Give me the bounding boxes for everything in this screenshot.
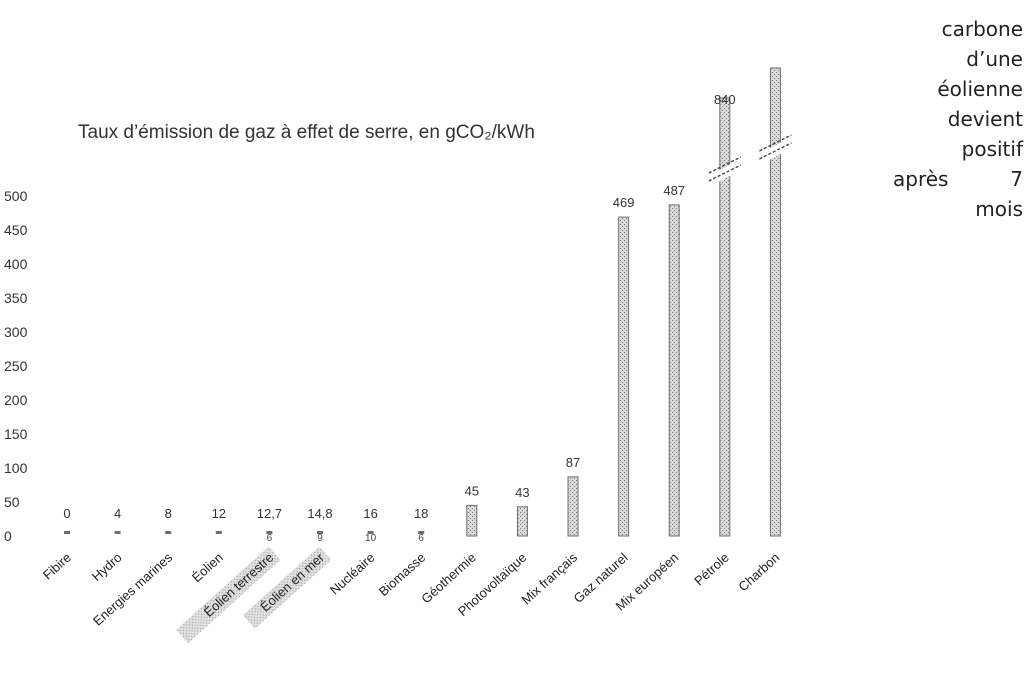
y-tick-label: 50 [4, 494, 20, 510]
side-line-3: éolienne [937, 77, 1023, 101]
side-line-7: mois [975, 197, 1023, 221]
bar-charbon [769, 67, 781, 537]
x-tick-eolien: Éolien [189, 550, 226, 585]
x-tick-label: Mix français [518, 549, 580, 607]
x-tick-label: Nucléaire [327, 550, 378, 598]
value-label-biomasse: 18 [414, 506, 428, 521]
axis-break-line [708, 164, 742, 182]
x-tick-highlight [242, 546, 332, 629]
value-label-eolien-en-mer: 14,8 [307, 506, 332, 521]
bar-geothermie [466, 504, 478, 537]
y-tick-label: 150 [4, 426, 28, 442]
value-label-photovoltaique: 43 [515, 485, 529, 500]
y-tick-label: 100 [4, 460, 28, 476]
x-tick-label: Pétrole [691, 550, 732, 589]
value-labels: 0 4 8 12 12,7 6 14,8 9 16 10 18 6 45 43 87 469 487 840 [63, 92, 735, 544]
x-tick-biomasse: Biomasse [376, 550, 428, 599]
bars [64, 67, 792, 537]
bar-biomasse [418, 531, 425, 534]
axis-break-line [708, 156, 742, 174]
bar-nucleaire [367, 531, 374, 534]
value-label-petrole: 840 [714, 92, 736, 107]
bar-energies-marines [165, 531, 172, 534]
bar-eolien-terrestre [266, 531, 273, 534]
x-tick-label: Éolien [189, 550, 226, 585]
x-tick-fibire: Fibire [40, 550, 74, 583]
chart: Taux d’émission de gaz à effet de serre,… [4, 67, 792, 644]
bar-mix-francais [567, 476, 579, 537]
y-tick-label: 500 [4, 188, 28, 204]
x-tick-label: Charbon [735, 550, 782, 595]
axis-break-line [759, 134, 792, 152]
y-tick-label: 350 [4, 290, 28, 306]
bar-petrole [719, 97, 731, 537]
y-tick-label: 300 [4, 324, 28, 340]
x-tick-mix-francais: Mix français [518, 549, 580, 607]
secondary-label-biomasse: 6 [418, 533, 424, 544]
side-line-6: après 7 [893, 164, 1023, 194]
x-tick-nucleaire: Nucléaire [327, 550, 378, 598]
x-tick-eolien-terrestre: Éolien terrestre [175, 546, 281, 644]
secondary-label-nucleaire: 10 [365, 533, 377, 544]
x-tick-charbon: Charbon [735, 550, 782, 595]
side-line-5: positif [961, 137, 1023, 161]
side-text: carbone d’une éolienne devient positif a… [893, 14, 1023, 224]
y-tick-label: 400 [4, 256, 28, 272]
value-label-eolien-terrestre: 12,7 [257, 506, 282, 521]
x-tick-label: Fibire [40, 550, 74, 583]
bar-eolien-en-mer [317, 531, 323, 534]
y-tick-label: 200 [4, 392, 28, 408]
bar-photovoltaique [516, 506, 528, 537]
y-tick-label: 250 [4, 358, 28, 374]
value-label-geothermie: 45 [465, 483, 479, 498]
value-label-mix-europeen: 487 [663, 183, 685, 198]
y-tick-label: 450 [4, 222, 28, 238]
side-line-6-left: après [893, 167, 949, 191]
x-tick-label: Biomasse [376, 550, 428, 599]
side-line-1: carbone [941, 17, 1023, 41]
value-label-eolien: 12 [212, 506, 226, 521]
axis-break-line [759, 142, 792, 160]
value-label-nucleaire: 16 [363, 506, 377, 521]
y-axis: 0 50 100 150 200 250 300 350 400 450 500 [4, 188, 28, 544]
side-line-4: devient [947, 107, 1023, 131]
bar-eolien [215, 531, 222, 534]
x-tick-highlight [175, 546, 281, 644]
bar-fibire [64, 531, 70, 534]
x-tick-label: Hydro [89, 550, 125, 584]
value-label-gaz-naturel: 469 [613, 195, 635, 210]
bar-hydro [114, 531, 121, 534]
chart-title: Taux d’émission de gaz à effet de serre,… [78, 122, 535, 143]
secondary-label-eolien-en-mer: 9 [317, 533, 323, 544]
secondary-label-eolien-terrestre: 6 [267, 533, 273, 544]
bar-gaz-naturel [618, 216, 630, 537]
x-tick-petrole: Pétrole [691, 550, 732, 589]
value-label-fibire: 0 [63, 506, 70, 521]
side-line-6-right: 7 [1010, 167, 1023, 191]
bar-mix-europeen [668, 204, 680, 537]
value-label-mix-francais: 87 [566, 455, 580, 470]
value-label-hydro: 4 [114, 506, 121, 521]
value-label-energies-marines: 8 [165, 506, 172, 521]
y-tick-label: 0 [4, 528, 12, 544]
side-line-2: d’une [966, 47, 1023, 71]
x-tick-hydro: Hydro [89, 550, 125, 584]
